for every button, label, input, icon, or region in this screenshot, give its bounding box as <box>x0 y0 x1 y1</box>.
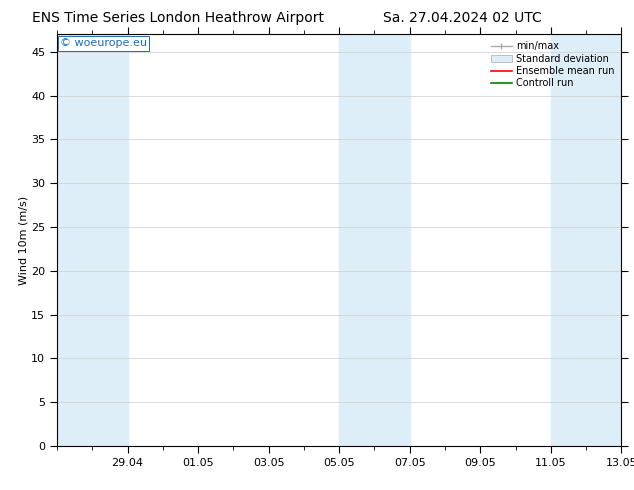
Y-axis label: Wind 10m (m/s): Wind 10m (m/s) <box>18 196 29 285</box>
Text: © woeurope.eu: © woeurope.eu <box>60 38 147 49</box>
Bar <box>551 34 621 446</box>
Text: ENS Time Series London Heathrow Airport: ENS Time Series London Heathrow Airport <box>32 11 323 25</box>
Legend: min/max, Standard deviation, Ensemble mean run, Controll run: min/max, Standard deviation, Ensemble me… <box>489 39 616 90</box>
Text: Sa. 27.04.2024 02 UTC: Sa. 27.04.2024 02 UTC <box>384 11 542 25</box>
Bar <box>57 34 127 446</box>
Bar <box>339 34 410 446</box>
